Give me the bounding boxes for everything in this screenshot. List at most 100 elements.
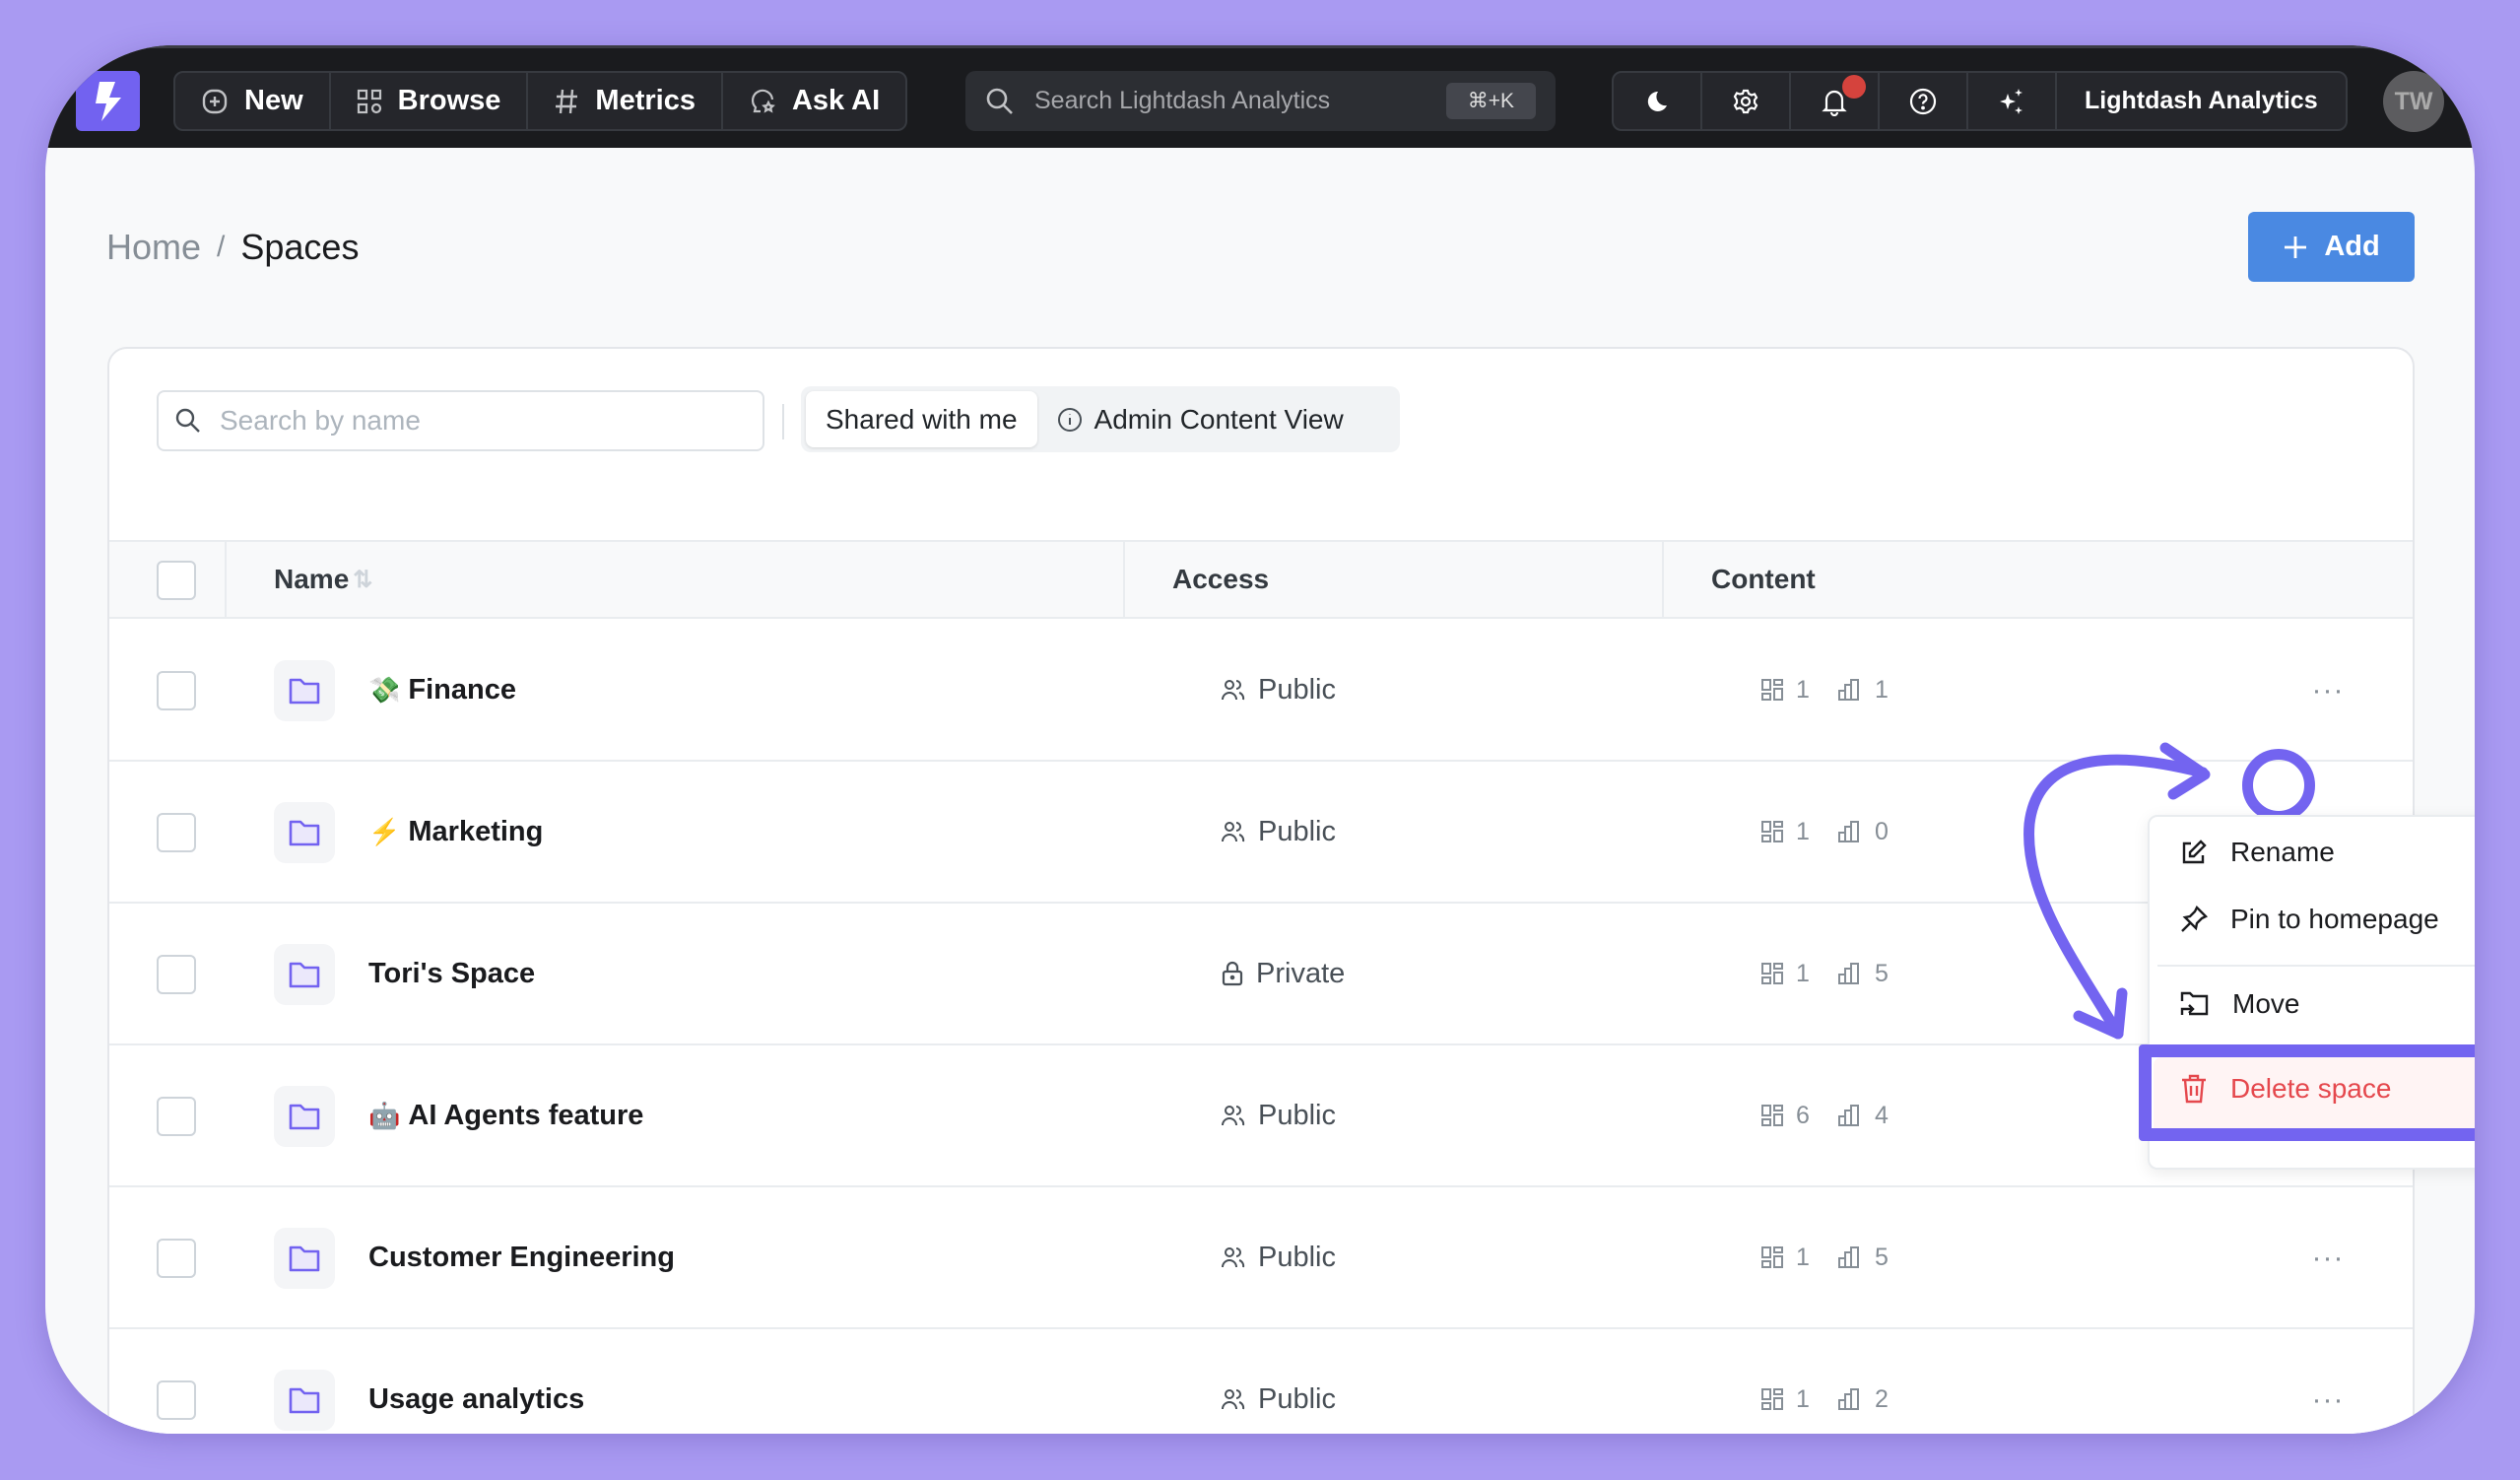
ai-sparkle-button[interactable]: [1968, 73, 2057, 129]
segment-shared-with-me[interactable]: Shared with me: [806, 391, 1037, 447]
sort-icon: ⇅: [353, 566, 373, 593]
dashboard-count: 1: [1760, 1329, 1810, 1434]
annotation-arrow: [2023, 742, 2211, 1040]
hash-icon: [554, 88, 579, 115]
users-icon: [1221, 819, 1246, 844]
select-all-checkbox[interactable]: [157, 561, 196, 600]
dashboard-icon: [1760, 678, 1784, 702]
trash-icon: [2179, 1073, 2209, 1105]
plus-square-icon: [201, 88, 229, 115]
chart-icon: [1837, 678, 1863, 702]
space-name[interactable]: Customer Engineering: [368, 1241, 675, 1273]
row-checkbox[interactable]: [157, 1097, 196, 1136]
dark-mode-toggle[interactable]: [1614, 73, 1702, 129]
space-name[interactable]: 🤖 AI Agents feature: [368, 1099, 644, 1131]
column-content: Content: [1662, 542, 2413, 617]
row-actions-button[interactable]: ···: [2308, 1239, 2348, 1278]
info-icon: [1057, 407, 1083, 433]
delete-highlight-box: [2139, 1044, 2475, 1141]
organization-switcher[interactable]: Lightdash Analytics: [2085, 87, 2318, 114]
nav-browse-button[interactable]: Browse: [331, 73, 529, 129]
folder-icon: [274, 660, 335, 721]
chart-icon: [1837, 820, 1863, 843]
row-checkbox[interactable]: [157, 671, 196, 710]
dashboard-icon: [1760, 1245, 1784, 1269]
settings-button[interactable]: [1702, 73, 1791, 129]
users-icon: [1221, 1245, 1246, 1270]
pin-icon: [2179, 905, 2209, 934]
chart-count: 5: [1837, 1187, 1889, 1327]
folder-icon: [274, 1086, 335, 1147]
ellipsis-icon: ···: [2311, 1383, 2345, 1416]
help-button[interactable]: [1880, 73, 1968, 129]
shortcut-badge: ⌘+K: [1445, 83, 1536, 119]
dashboard-icon: [1760, 1387, 1784, 1411]
divider: [782, 404, 784, 439]
sparkles-icon: [1998, 87, 2025, 116]
chart-count: 2: [1837, 1329, 1889, 1434]
row-checkbox[interactable]: [157, 1239, 196, 1278]
search-icon: [174, 407, 202, 435]
space-name[interactable]: Tori's Space: [368, 957, 536, 989]
notification-dot: [1842, 75, 1866, 99]
segment-admin-content-view[interactable]: Admin Content View: [1037, 391, 1363, 447]
row-checkbox[interactable]: [157, 955, 196, 994]
column-access: Access: [1123, 542, 1662, 617]
space-name[interactable]: Usage analytics: [368, 1382, 585, 1415]
breadcrumb-home[interactable]: Home: [106, 227, 202, 267]
menu-item-pin[interactable]: Pin to homepage: [2179, 904, 2439, 935]
row-checkbox[interactable]: [157, 813, 196, 852]
nav-metrics-button[interactable]: Metrics: [528, 73, 723, 129]
add-button[interactable]: Add: [2248, 212, 2415, 282]
menu-item-move[interactable]: Move: [2179, 988, 2299, 1020]
row-actions-button[interactable]: ···: [2308, 671, 2348, 710]
row-checkbox[interactable]: [157, 1380, 196, 1420]
table-row[interactable]: Usage analytics Public 1 2 ···: [109, 1329, 2413, 1434]
folder-icon: [274, 802, 335, 863]
dashboard-icon: [1760, 820, 1784, 843]
spaces-card: Search by name Shared with me Admin Cont…: [107, 347, 2415, 1434]
ellipsis-icon: ···: [2311, 674, 2345, 706]
table-row[interactable]: 💸 Finance Public 1 1 ···: [109, 620, 2413, 762]
access-cell: Public: [1221, 1187, 1336, 1327]
chart-count: 4: [1837, 1045, 1889, 1185]
global-search[interactable]: Search Lightdash Analytics ⌘+K: [965, 71, 1556, 131]
chart-count: 1: [1837, 620, 1889, 760]
chart-icon: [1837, 1387, 1863, 1411]
access-cell: Public: [1221, 620, 1336, 760]
space-context-menu: Rename Pin to homepage Move Delete space: [2148, 815, 2475, 1170]
dashboard-count: 1: [1760, 620, 1810, 760]
access-cell: Private: [1221, 904, 1345, 1043]
chart-count: 5: [1837, 904, 1889, 1043]
nav-actions: Lightdash Analytics: [1612, 71, 2348, 131]
view-segmented-control: Shared with me Admin Content View: [801, 386, 1400, 452]
edit-icon: [2179, 838, 2209, 867]
chart-icon: [1837, 1245, 1863, 1269]
moon-icon: [1644, 89, 1670, 114]
user-avatar[interactable]: TW: [2383, 71, 2444, 132]
bell-icon: [1822, 87, 1847, 116]
grid-icon: [357, 89, 382, 114]
chart-count: 0: [1837, 762, 1889, 902]
nav-group: New Browse Metrics Ask AI: [173, 71, 908, 131]
ellipsis-icon: ···: [2311, 1242, 2345, 1274]
notifications-button[interactable]: [1791, 73, 1880, 129]
table-row[interactable]: Customer Engineering Public 1 5 ···: [109, 1187, 2413, 1329]
menu-item-delete[interactable]: Delete space: [2179, 1073, 2391, 1105]
nav-new-button[interactable]: New: [175, 73, 331, 129]
lightdash-logo[interactable]: [76, 71, 140, 131]
chart-icon: [1837, 1104, 1863, 1127]
row-actions-button[interactable]: ···: [2308, 1380, 2348, 1420]
space-name[interactable]: 💸 Finance: [368, 673, 516, 706]
users-icon: [1221, 1103, 1246, 1128]
search-icon: [985, 87, 1015, 116]
menu-item-rename[interactable]: Rename: [2179, 837, 2335, 868]
search-input[interactable]: Search by name: [157, 390, 764, 451]
lock-icon: [1221, 961, 1244, 986]
chart-icon: [1837, 962, 1863, 985]
space-name[interactable]: ⚡ Marketing: [368, 815, 544, 847]
nav-ask-ai-button[interactable]: Ask AI: [723, 73, 905, 129]
space-emoji: ⚡: [368, 816, 401, 846]
column-name[interactable]: Name ⇅: [225, 542, 1123, 617]
